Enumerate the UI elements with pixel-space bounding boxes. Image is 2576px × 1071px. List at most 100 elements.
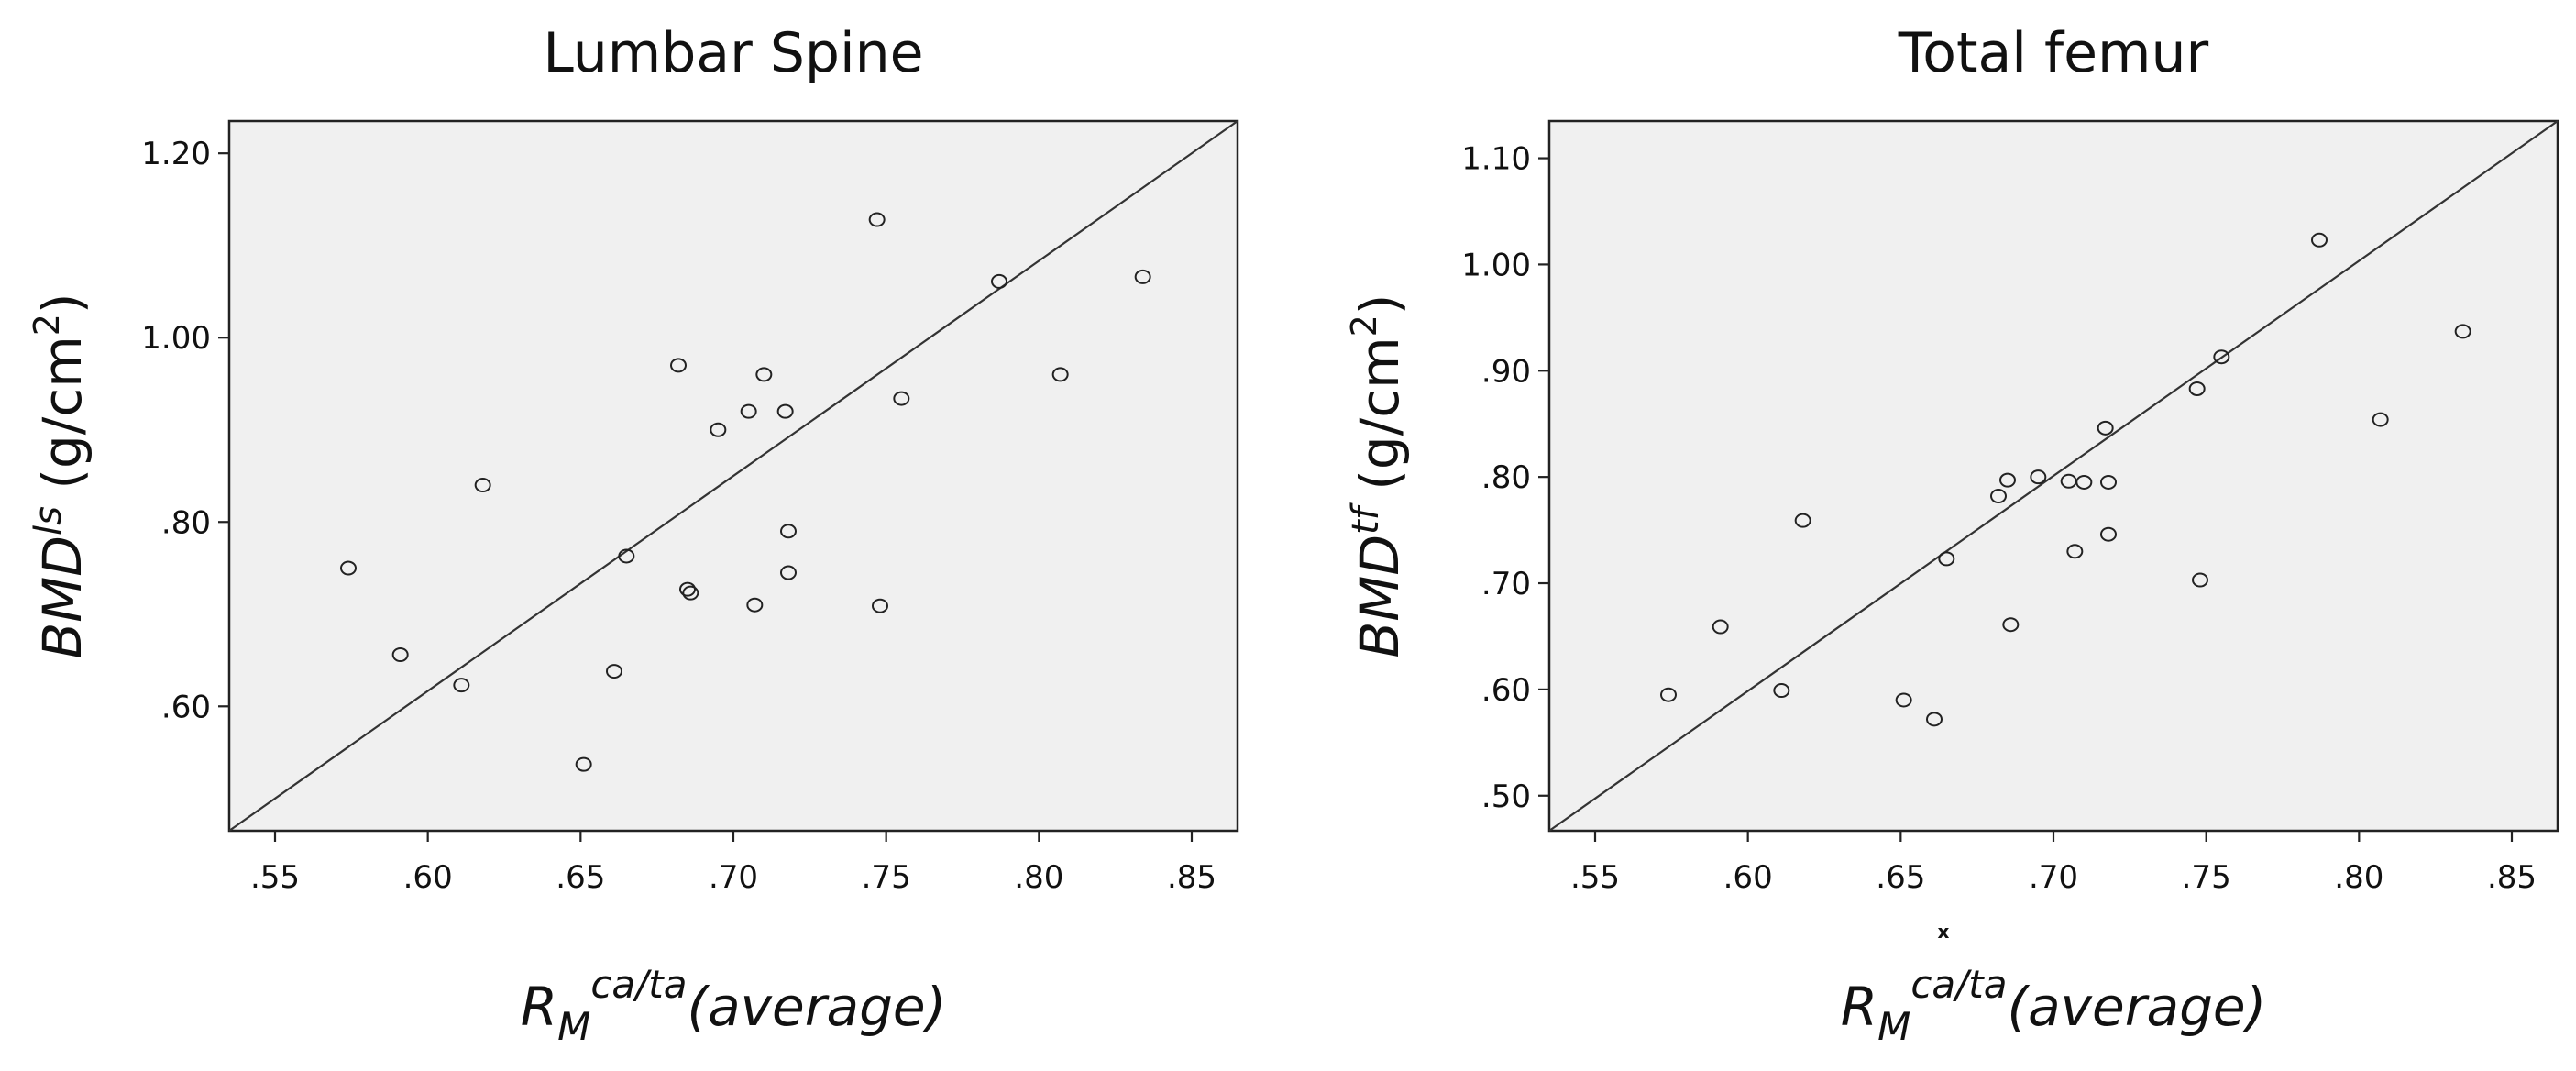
x-tick-label: .60 xyxy=(1723,859,1773,896)
x-tick-label: .55 xyxy=(1570,859,1620,896)
data-point xyxy=(710,422,727,437)
x-tick-label: .60 xyxy=(403,859,453,896)
data-point xyxy=(1938,551,1955,567)
data-point xyxy=(1895,692,1912,708)
data-point xyxy=(2372,412,2389,427)
x-axis-label-sub: M xyxy=(1877,1004,1910,1049)
data-point xyxy=(682,585,699,601)
y-tick-label: .60 xyxy=(1481,672,1531,709)
data-point xyxy=(780,524,797,539)
x-axis-label-sub: M xyxy=(557,1004,590,1049)
x-tick-label: .80 xyxy=(2334,859,2383,896)
y-axis-label-unit-sup: 2 xyxy=(27,314,67,336)
data-point xyxy=(606,664,622,679)
data-point xyxy=(1051,367,1069,382)
data-point xyxy=(1773,683,1790,699)
data-point xyxy=(868,212,886,227)
data-point xyxy=(991,273,1007,289)
y-tick-label: 1.00 xyxy=(1461,247,1531,283)
y-tick-label: .80 xyxy=(1481,459,1531,496)
x-axis-label-sup: ca/ta xyxy=(590,962,687,1007)
data-point xyxy=(391,647,409,663)
y-axis-label-unit-close: ) xyxy=(1349,294,1411,315)
lumbar-spine-chart: Lumbar Spine .55 .60 .65 .70 .75 .80 .85 .60 .80 1… xyxy=(27,21,1239,1049)
data-point xyxy=(1999,472,2016,488)
data-point xyxy=(2192,572,2208,588)
y-tick-label: .70 xyxy=(1481,566,1531,602)
data-point xyxy=(2188,381,2206,396)
data-point xyxy=(776,403,794,419)
data-point xyxy=(1794,513,1811,528)
data-point xyxy=(575,756,592,772)
data-point xyxy=(755,367,773,382)
data-point xyxy=(1712,619,1729,635)
x-axis-label-sup: ca/ta xyxy=(1910,962,2007,1007)
x-axis-label-tail: (average) xyxy=(2008,976,2267,1038)
data-point xyxy=(2100,474,2117,490)
x-axis-label-main: R xyxy=(1841,976,1877,1038)
total-femur-chart: Total femur .55 .60 .65 .70 .75 .80 .85 .50 .60 .7… xyxy=(1288,0,2576,1071)
data-point xyxy=(679,581,696,597)
data-point xyxy=(1990,489,2007,504)
y-axis-label-unit-close: ) xyxy=(31,293,94,314)
y-axis-label-main: BMD xyxy=(31,536,94,659)
reference-line xyxy=(1548,120,2559,832)
x-tick-label: .85 xyxy=(2487,859,2537,896)
data-point xyxy=(2454,324,2471,339)
x-tick-label: .80 xyxy=(1014,859,1063,896)
data-point xyxy=(1926,712,1943,727)
y-axis-label-unit: (g/cm xyxy=(31,336,94,506)
x-tick-label: .70 xyxy=(2029,859,2078,896)
x-tick-label: .70 xyxy=(709,859,758,896)
data-point xyxy=(2311,232,2328,248)
data-point xyxy=(453,678,470,693)
data-point xyxy=(746,597,764,613)
data-point xyxy=(780,565,797,580)
data-point xyxy=(474,478,491,493)
x-axis-label-tail: (average) xyxy=(688,976,947,1038)
data-point xyxy=(2100,526,2117,542)
y-tick-label: 1.00 xyxy=(141,320,211,357)
data-point xyxy=(1134,269,1151,284)
y-axis-label-main: BMD xyxy=(1349,535,1411,658)
y-axis-label: BMDtf (g/cm2) xyxy=(1344,294,1411,658)
data-point xyxy=(670,358,687,373)
x-marker: x xyxy=(1938,921,1950,943)
y-tick-label: 1.10 xyxy=(1461,141,1531,178)
x-axis-label: RMca/ta(average) xyxy=(521,962,946,1049)
y-axis-label: BMDls (g/cm2) xyxy=(27,293,94,658)
reference-line xyxy=(228,120,1238,832)
data-point xyxy=(618,548,635,564)
y-axis-label-sup: ls xyxy=(28,506,70,536)
data-point xyxy=(2097,420,2114,436)
y-tick-label: .50 xyxy=(1481,778,1531,815)
y-tick-label: .60 xyxy=(161,689,211,725)
data-point xyxy=(2213,349,2230,365)
y-axis-label-unit: (g/cm xyxy=(1349,337,1411,507)
data-point xyxy=(340,560,357,576)
total-femur-plot: Total femur .55 .60 .65 .70 .75 .80 .85 .50 .60 .7… xyxy=(1344,21,2559,1049)
x-tick-label: .55 xyxy=(250,859,300,896)
data-point xyxy=(2030,469,2047,485)
data-point xyxy=(2066,544,2084,559)
data-point xyxy=(1660,687,1677,702)
x-tick-label: .65 xyxy=(1876,859,1925,896)
data-point xyxy=(740,403,757,419)
data-point xyxy=(893,391,910,406)
x-axis-label: RMca/ta(average) xyxy=(1841,962,2266,1049)
x-tick-label: .75 xyxy=(862,859,911,896)
y-axis-label-unit-sup: 2 xyxy=(1344,315,1384,337)
data-point xyxy=(2075,474,2093,490)
x-axis-label-main: R xyxy=(521,976,557,1038)
chart-title: Total femur xyxy=(1898,21,2209,85)
chart-title: Lumbar Spine xyxy=(543,21,923,85)
y-tick-label: 1.20 xyxy=(141,136,211,172)
y-axis-label-sup: tf xyxy=(1345,502,1387,535)
x-tick-label: .65 xyxy=(556,859,605,896)
y-tick-label: .80 xyxy=(161,504,211,541)
x-tick-label: .85 xyxy=(1167,859,1216,896)
data-point xyxy=(872,598,888,613)
data-point xyxy=(2002,617,2020,633)
y-tick-label: .90 xyxy=(1481,353,1531,390)
x-tick-label: .75 xyxy=(2182,859,2231,896)
